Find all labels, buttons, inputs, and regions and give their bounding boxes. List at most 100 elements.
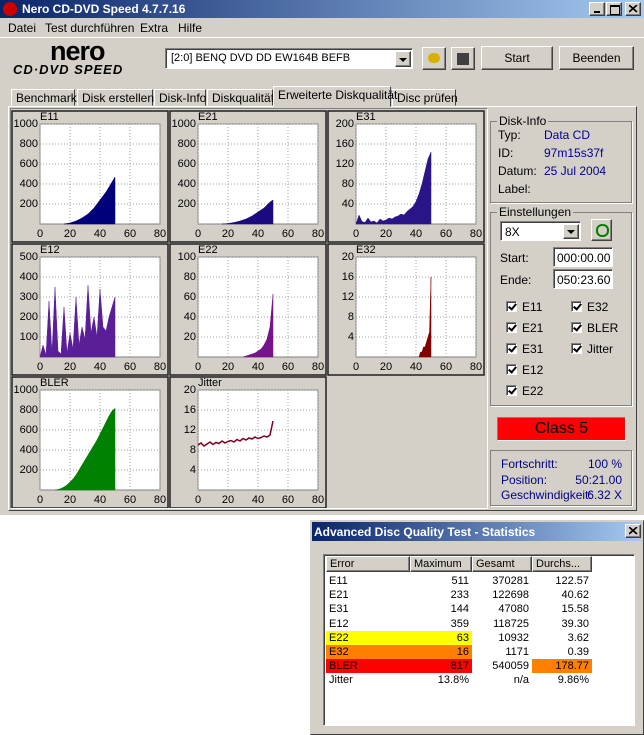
y-tick-label: 40 xyxy=(342,198,354,210)
info-label: ID: xyxy=(498,146,514,160)
y-tick-label: 100 xyxy=(178,251,196,263)
table-row: E12 359 118725 39.30 xyxy=(324,617,624,631)
table-row: E11 511 370281 122.57 xyxy=(324,574,624,588)
y-tick-label: 60 xyxy=(184,291,196,303)
table-cell: E12 xyxy=(329,617,349,630)
refresh-button[interactable] xyxy=(591,219,612,241)
table-cell: 144 xyxy=(450,603,469,616)
checkbox[interactable] xyxy=(506,385,517,396)
menu-item[interactable]: Hilfe xyxy=(178,21,203,35)
start-input[interactable]: 000:00.00 xyxy=(553,247,613,267)
save-button[interactable] xyxy=(451,47,475,70)
area xyxy=(418,276,432,358)
checkbox[interactable] xyxy=(506,343,517,354)
checkbox[interactable] xyxy=(571,301,582,312)
x-tick-label: 80 xyxy=(470,361,482,373)
x-tick-label: 80 xyxy=(312,494,324,506)
checkbox-label: E31 xyxy=(522,342,544,356)
x-tick-label: 40 xyxy=(252,228,264,240)
menu-item[interactable]: Datei xyxy=(8,21,37,35)
chart-title: E22 xyxy=(198,244,218,256)
area xyxy=(39,285,116,358)
drive-select[interactable]: [2:0] BENQ DVD DD EW164B BEFB xyxy=(165,48,413,69)
table-row: Jitter 13.8% n/a 9.86% xyxy=(324,673,624,687)
y-tick-label: 20 xyxy=(342,251,354,263)
progress-group xyxy=(490,450,632,506)
x-tick-label: 20 xyxy=(222,228,234,240)
tab-active[interactable]: Erweiterte Diskqualität xyxy=(273,86,397,107)
end-input[interactable]: 050:23.60 xyxy=(553,269,613,289)
x-tick-label: 0 xyxy=(37,494,43,506)
info-label: Typ: xyxy=(498,128,521,142)
table-cell: 233 xyxy=(450,589,469,602)
stats-close-button[interactable] xyxy=(625,524,641,538)
tab[interactable]: Benchmark xyxy=(11,89,77,106)
eject-button[interactable] xyxy=(422,47,446,70)
column-header[interactable]: Error xyxy=(326,556,410,572)
menu-item[interactable]: Test durchführen xyxy=(45,21,135,35)
table-cell: 0.39 xyxy=(567,646,589,658)
menu-item[interactable]: Extra xyxy=(140,21,169,35)
x-tick-label: 40 xyxy=(410,361,422,373)
logo-product: CD·DVD SPEED xyxy=(13,62,124,77)
speed-select[interactable]: 8X xyxy=(500,221,581,241)
disk-info-group xyxy=(490,121,632,203)
table-cell: E32 xyxy=(326,645,410,659)
y-tick-label: 400 xyxy=(20,271,38,283)
line xyxy=(197,420,274,447)
group-title: Einstellungen xyxy=(497,205,574,219)
x-tick-label: 0 xyxy=(195,228,201,240)
minimize-button[interactable] xyxy=(589,2,605,16)
maximize-button[interactable] xyxy=(606,2,622,16)
chart-title: Jitter xyxy=(198,377,222,389)
x-tick-label: 40 xyxy=(252,361,264,373)
progress-label: Position: xyxy=(501,472,548,487)
area xyxy=(63,176,116,225)
tab[interactable]: Diskqualität xyxy=(207,89,274,106)
table-row: E21 233 122698 40.62 xyxy=(324,588,624,602)
chart-title: E31 xyxy=(356,111,376,123)
area xyxy=(54,407,116,491)
chart-title: E12 xyxy=(40,244,60,256)
y-tick-label: 300 xyxy=(20,291,38,303)
x-tick-label: 40 xyxy=(410,228,422,240)
x-tick-label: 80 xyxy=(470,228,482,240)
tab[interactable]: Disk erstellen xyxy=(77,89,154,106)
x-tick-label: 0 xyxy=(37,361,43,373)
x-tick-label: 20 xyxy=(222,361,234,373)
checkbox[interactable] xyxy=(506,322,517,333)
checkbox[interactable] xyxy=(571,343,582,354)
checkbox[interactable] xyxy=(506,301,517,312)
column-header[interactable]: Gesamt xyxy=(472,556,532,572)
stats-title: Advanced Disc Quality Test - Statistics xyxy=(314,525,536,539)
x-tick-label: 60 xyxy=(282,361,294,373)
stats-title-bar: Advanced Disc Quality Test - Statistics xyxy=(312,522,642,541)
table-cell: BLER xyxy=(326,659,410,674)
table-row: E22 63 10932 3.62 xyxy=(324,630,624,645)
table-cell: n/a xyxy=(513,674,529,687)
column-header[interactable]: Maximum xyxy=(410,556,472,572)
close-button[interactable] xyxy=(625,2,641,16)
checkbox[interactable] xyxy=(571,322,582,333)
x-tick-label: 20 xyxy=(380,361,392,373)
checkbox[interactable] xyxy=(506,364,517,375)
table-cell: Jitter xyxy=(329,674,353,687)
x-tick-label: 20 xyxy=(64,361,76,373)
x-tick-label: 20 xyxy=(64,228,76,240)
y-tick-label: 200 xyxy=(20,311,38,323)
start-button[interactable]: Start xyxy=(481,46,553,70)
table-cell: 63 xyxy=(410,630,472,645)
x-tick-label: 40 xyxy=(94,228,106,240)
tab[interactable]: Disk-Info xyxy=(154,89,206,106)
y-tick-label: 16 xyxy=(342,271,354,283)
tab[interactable]: Disc prüfen xyxy=(392,89,458,106)
group-title: Disk-Info xyxy=(497,114,549,128)
y-tick-label: 1000 xyxy=(14,384,38,396)
progress-value: 6.32 X xyxy=(587,488,622,502)
y-tick-label: 80 xyxy=(342,178,354,190)
area xyxy=(221,199,274,225)
column-header[interactable]: Durchs... xyxy=(532,556,592,572)
stop-button[interactable]: Beenden xyxy=(559,46,634,70)
y-tick-label: 100 xyxy=(20,331,38,343)
